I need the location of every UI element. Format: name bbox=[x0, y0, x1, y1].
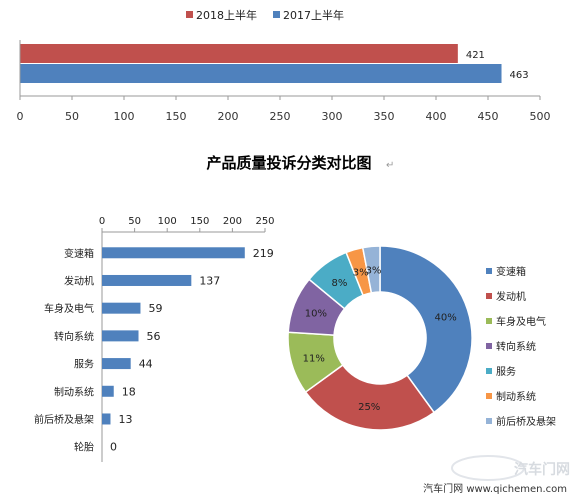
donut-label-5: 3% bbox=[353, 268, 369, 279]
bar-value-label-7: 0 bbox=[110, 441, 117, 454]
bar-value-label-5: 18 bbox=[122, 385, 136, 398]
donut-legend-label-6: 前后桥及悬架 bbox=[496, 415, 556, 428]
donut-legend-swatch-6 bbox=[486, 418, 492, 424]
donut-legend-label-2: 车身及电气 bbox=[496, 315, 546, 328]
donut-legend-label-0: 变速箱 bbox=[496, 265, 526, 278]
donut-slice-0 bbox=[379, 245, 473, 414]
donut-slice-6 bbox=[361, 245, 381, 294]
donut-legend-label-3: 转向系统 bbox=[496, 340, 536, 353]
top-bar-value-0: 421 bbox=[466, 50, 485, 61]
bar-value-label-0: 219 bbox=[253, 247, 274, 260]
top-bar-1 bbox=[20, 64, 502, 83]
bar-category-label-0: 变速箱 bbox=[64, 247, 94, 260]
footer-source: 汽车门网 www.qichemen.com bbox=[423, 482, 567, 495]
bar-value-labels: 219 137 59 56 44 18 13 0 bbox=[110, 247, 274, 454]
top-tick-label-5: 250 bbox=[270, 110, 291, 123]
bar-4 bbox=[102, 358, 131, 370]
top-tick-label-9: 450 bbox=[478, 110, 499, 123]
donut-label-0: 40% bbox=[435, 313, 457, 324]
top-tick-label-6: 300 bbox=[322, 110, 343, 123]
donut-legend-swatch-5 bbox=[486, 393, 492, 399]
bar-category-label-5: 制动系统 bbox=[54, 385, 94, 398]
bar-tick-label-2: 100 bbox=[158, 216, 177, 227]
watermark-text: 汽车门网 bbox=[514, 461, 570, 478]
bar-category-label-6: 前后桥及悬架 bbox=[34, 413, 94, 426]
top-tick-label-8: 400 bbox=[426, 110, 447, 123]
top-chart: 2018上半年 2017上半年 421 463 0 50 100 150 200 250 300… bbox=[17, 8, 551, 123]
top-tick-label-10: 500 bbox=[530, 110, 551, 123]
top-legend-label-0: 2018上半年 bbox=[196, 8, 257, 22]
bar-value-label-6: 13 bbox=[118, 413, 132, 426]
top-tick-label-3: 150 bbox=[166, 110, 187, 123]
donut-label-1: 25% bbox=[358, 402, 380, 413]
donut-legend-label-4: 服务 bbox=[496, 365, 516, 378]
donut-slices bbox=[287, 245, 473, 431]
top-x-ticks: 0 50 100 150 200 250 300 350 400 450 500 bbox=[17, 96, 551, 123]
bar-category-label-3: 转向系统 bbox=[54, 330, 94, 343]
bar-tick-label-5: 250 bbox=[255, 216, 274, 227]
donut-legend-swatch-0 bbox=[486, 268, 492, 274]
bar-marks bbox=[102, 247, 245, 425]
bar-2 bbox=[102, 302, 141, 314]
donut-legend-label-1: 发动机 bbox=[496, 290, 526, 303]
bar-5 bbox=[102, 385, 114, 397]
bar-3 bbox=[102, 330, 139, 342]
top-tick-label-7: 350 bbox=[374, 110, 395, 123]
bar-category-label-1: 发动机 bbox=[64, 274, 94, 287]
donut-legend-swatch-2 bbox=[486, 318, 492, 324]
top-bars: 421 463 bbox=[20, 44, 529, 83]
top-legend-swatch-1 bbox=[273, 11, 280, 18]
top-legend: 2018上半年 2017上半年 bbox=[186, 8, 344, 22]
bar-category-label-2: 车身及电气 bbox=[44, 302, 94, 315]
donut-chart: 40% 25% 11% 10% 8% 3%3% 变速箱发动机车身及电气转向系统服务制动系统… bbox=[287, 245, 556, 431]
bar-6 bbox=[102, 413, 111, 425]
bar-category-label-4: 服务 bbox=[74, 358, 94, 371]
title-return-mark: ↵ bbox=[386, 160, 394, 171]
donut-legend-swatch-3 bbox=[486, 343, 492, 349]
bar-tick-label-1: 50 bbox=[128, 216, 141, 227]
bar-value-label-4: 44 bbox=[139, 358, 153, 371]
donut-legend-label-5: 制动系统 bbox=[496, 390, 536, 403]
top-tick-label-2: 100 bbox=[114, 110, 135, 123]
donut-legend-swatch-4 bbox=[486, 368, 492, 374]
top-bar-0 bbox=[20, 44, 458, 63]
bar-tick-label-3: 150 bbox=[190, 216, 209, 227]
top-bar-value-1: 463 bbox=[510, 70, 529, 81]
top-legend-label-1: 2017上半年 bbox=[283, 8, 344, 22]
donut-legend-swatch-1 bbox=[486, 293, 492, 299]
bar-value-label-2: 59 bbox=[148, 302, 162, 315]
donut-labels: 40% 25% 11% 10% 8% 3%3% bbox=[303, 265, 457, 413]
bar-0 bbox=[102, 247, 245, 259]
bar-value-label-3: 56 bbox=[147, 330, 161, 343]
watermark: 汽车门网 bbox=[451, 455, 570, 481]
bar-category-label-7: 轮胎 bbox=[74, 441, 94, 454]
donut-label-4: 8% bbox=[332, 278, 348, 289]
donut-label-3: 10% bbox=[305, 309, 327, 320]
donut-slice-1 bbox=[304, 363, 436, 431]
bar-1 bbox=[102, 274, 192, 286]
top-legend-swatch-0 bbox=[186, 11, 193, 18]
bar-value-label-1: 137 bbox=[199, 274, 220, 287]
bar-x-ticks: 0 50 100 150 200 250 bbox=[99, 216, 275, 232]
chart-title: 产品质量投诉分类对比图 bbox=[206, 154, 371, 172]
bar-tick-label-4: 200 bbox=[223, 216, 242, 227]
donut-label-6: 3% bbox=[366, 265, 382, 276]
bar-tick-label-0: 0 bbox=[99, 216, 105, 227]
top-tick-label-1: 50 bbox=[65, 110, 79, 123]
donut-label-2: 11% bbox=[303, 353, 325, 364]
top-tick-label-4: 200 bbox=[218, 110, 239, 123]
top-tick-label-0: 0 bbox=[17, 110, 24, 123]
watermark-logo-shape bbox=[451, 455, 525, 481]
category-bar-chart: 0 50 100 150 200 250 变速箱发动机车身及电气转向系统服务制动系统前后桥… bbox=[34, 216, 275, 462]
